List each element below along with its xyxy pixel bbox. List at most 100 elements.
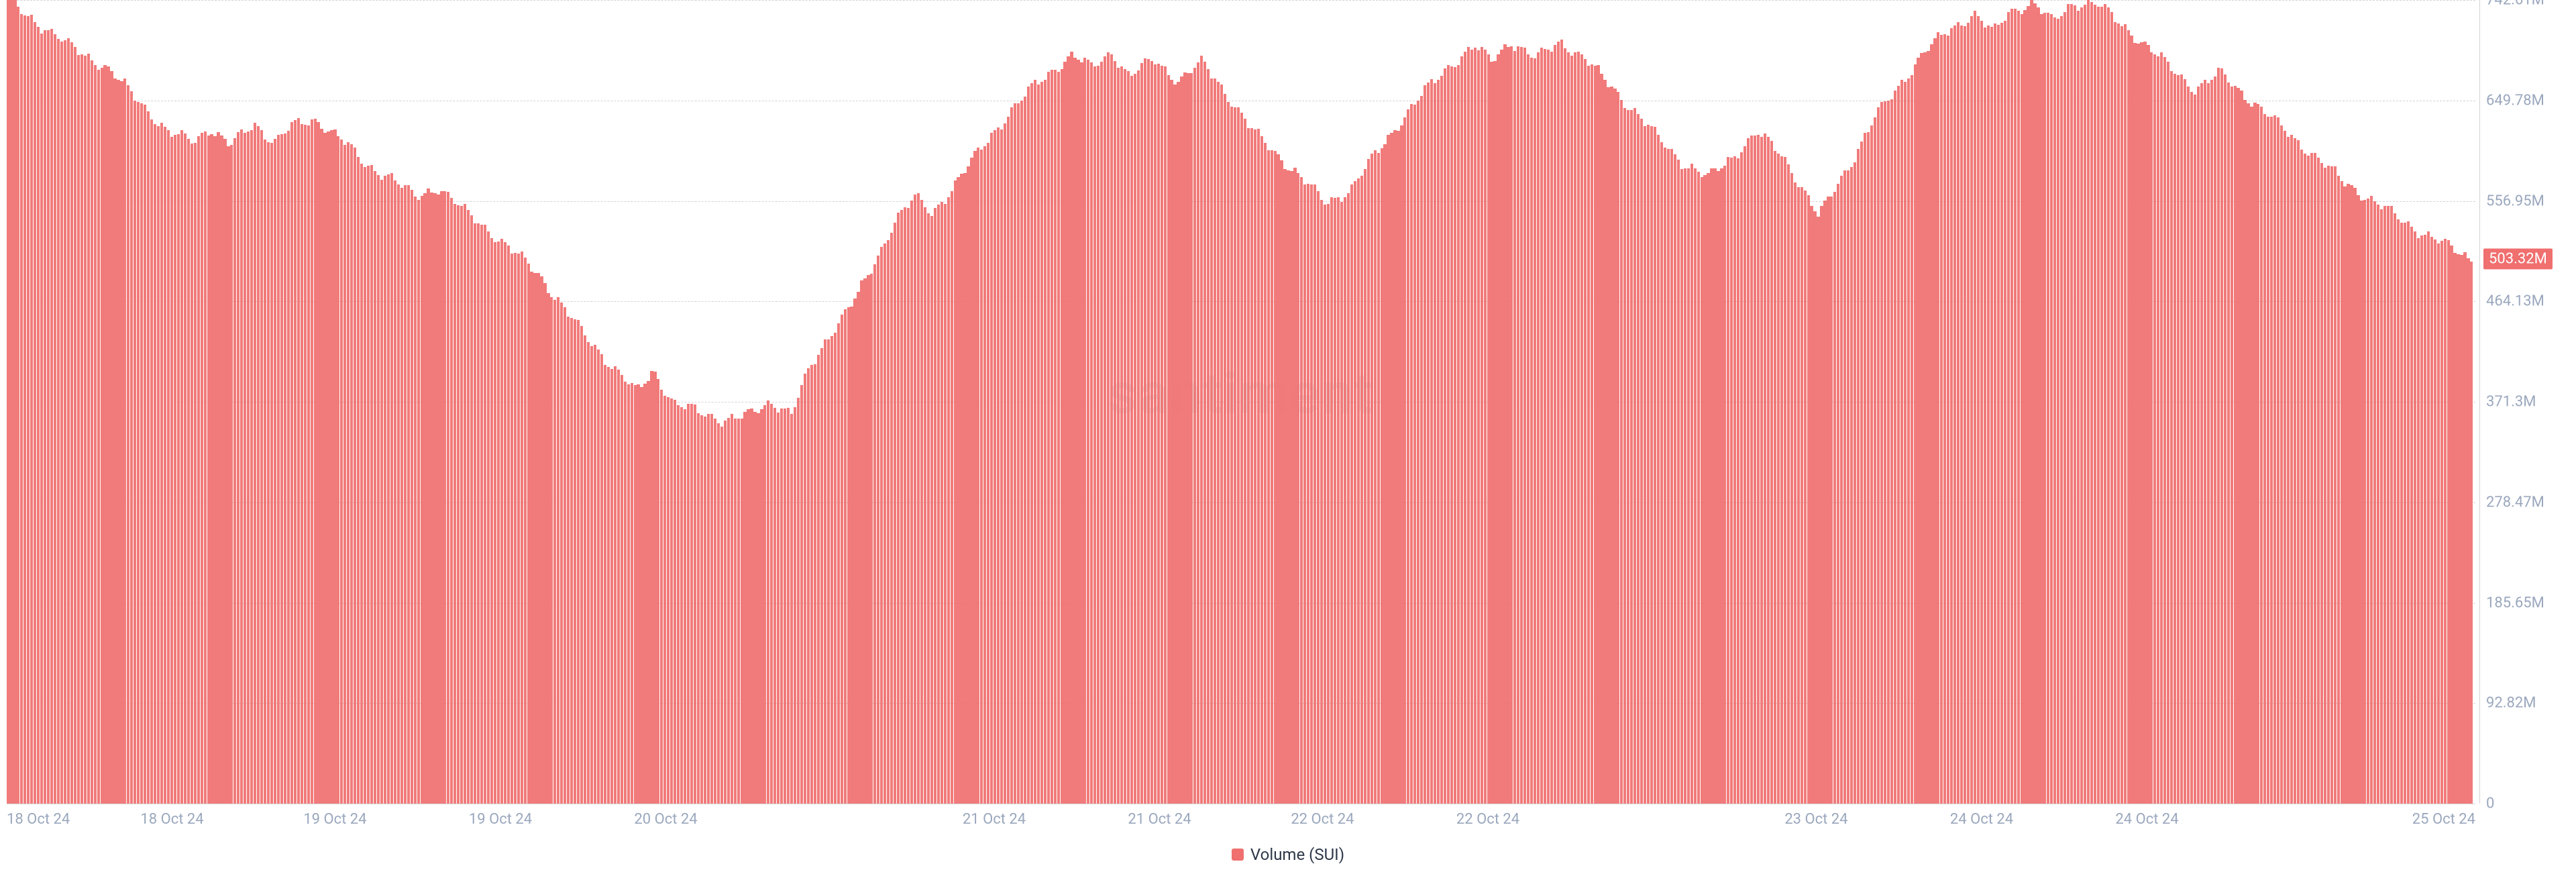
volume-bar[interactable] bbox=[610, 369, 613, 804]
volume-bar[interactable] bbox=[1887, 101, 1890, 804]
volume-bar[interactable] bbox=[1620, 100, 1623, 804]
volume-bar[interactable] bbox=[1247, 128, 1250, 804]
volume-bar[interactable] bbox=[2414, 231, 2416, 804]
volume-bar[interactable] bbox=[707, 414, 710, 804]
volume-bar[interactable] bbox=[1313, 184, 1316, 804]
volume-bar[interactable] bbox=[184, 133, 186, 804]
volume-bar[interactable] bbox=[1347, 193, 1350, 804]
volume-bar[interactable] bbox=[2100, 7, 2103, 804]
volume-bar[interactable] bbox=[567, 317, 570, 804]
volume-bar[interactable] bbox=[2070, 4, 2073, 804]
volume-bar[interactable] bbox=[1180, 76, 1183, 804]
volume-bar[interactable] bbox=[2350, 185, 2353, 804]
volume-bar[interactable] bbox=[697, 413, 700, 804]
volume-bar[interactable] bbox=[2430, 237, 2433, 804]
volume-bar[interactable] bbox=[2394, 213, 2396, 804]
volume-bar[interactable] bbox=[1467, 47, 1470, 804]
volume-bar[interactable] bbox=[390, 173, 393, 804]
volume-bar[interactable] bbox=[2210, 80, 2213, 804]
volume-bar[interactable] bbox=[2114, 22, 2116, 804]
volume-bar[interactable] bbox=[330, 130, 333, 804]
volume-bar[interactable] bbox=[2174, 74, 2176, 804]
volume-bar[interactable] bbox=[1280, 160, 1283, 804]
volume-bar[interactable] bbox=[2287, 137, 2290, 804]
volume-bar[interactable] bbox=[1527, 54, 1529, 804]
volume-bar[interactable] bbox=[301, 124, 303, 804]
volume-bar[interactable] bbox=[663, 396, 666, 804]
volume-bar[interactable] bbox=[990, 133, 993, 804]
volume-bar[interactable] bbox=[1801, 187, 1803, 804]
volume-bar[interactable] bbox=[524, 258, 527, 804]
volume-bar[interactable] bbox=[1654, 127, 1656, 804]
volume-bar[interactable] bbox=[474, 223, 476, 804]
volume-bar[interactable] bbox=[127, 85, 129, 804]
volume-bar[interactable] bbox=[494, 242, 496, 804]
volume-bar[interactable] bbox=[397, 184, 400, 804]
volume-bar[interactable] bbox=[1943, 34, 1946, 804]
volume-bar[interactable] bbox=[574, 319, 576, 804]
volume-bar[interactable] bbox=[1173, 85, 1176, 804]
volume-bar[interactable] bbox=[1383, 144, 1386, 804]
volume-bar[interactable] bbox=[1584, 59, 1587, 804]
volume-bar[interactable] bbox=[2453, 253, 2456, 804]
volume-bar[interactable] bbox=[2021, 14, 2023, 804]
volume-bar[interactable] bbox=[887, 240, 890, 804]
volume-bar[interactable] bbox=[824, 339, 826, 804]
volume-bar[interactable] bbox=[147, 111, 150, 804]
volume-bar[interactable] bbox=[20, 14, 23, 804]
volume-bar[interactable] bbox=[204, 131, 207, 804]
volume-bar[interactable] bbox=[77, 55, 80, 804]
volume-bar[interactable] bbox=[1170, 80, 1173, 804]
volume-bar[interactable] bbox=[1730, 158, 1733, 804]
volume-bar[interactable] bbox=[1790, 173, 1793, 804]
volume-bar[interactable] bbox=[2357, 195, 2359, 804]
volume-bar[interactable] bbox=[1447, 65, 1450, 804]
volume-bar[interactable] bbox=[1167, 75, 1170, 804]
volume-bar[interactable] bbox=[1784, 157, 1786, 804]
volume-bar[interactable] bbox=[333, 129, 336, 804]
volume-bar[interactable] bbox=[873, 264, 876, 804]
volume-bar[interactable] bbox=[2417, 238, 2420, 804]
volume-bar[interactable] bbox=[1203, 62, 1206, 804]
volume-bar[interactable] bbox=[1701, 177, 1703, 804]
volume-bar[interactable] bbox=[877, 256, 879, 804]
volume-bar[interactable] bbox=[1780, 156, 1783, 804]
volume-bar[interactable] bbox=[1484, 50, 1487, 804]
volume-bar[interactable] bbox=[457, 205, 460, 804]
volume-bar[interactable] bbox=[2450, 246, 2453, 804]
volume-bar[interactable] bbox=[1544, 49, 1546, 804]
volume-bar[interactable] bbox=[2224, 74, 2226, 804]
volume-bar[interactable] bbox=[1787, 164, 1790, 804]
volume-bar[interactable] bbox=[977, 148, 979, 804]
volume-bar[interactable] bbox=[1594, 66, 1597, 804]
volume-bar[interactable] bbox=[370, 165, 373, 804]
volume-bar[interactable] bbox=[1607, 87, 1609, 804]
volume-bar[interactable] bbox=[807, 368, 810, 804]
volume-bar[interactable] bbox=[1010, 107, 1013, 804]
volume-bar[interactable] bbox=[1940, 35, 1943, 804]
volume-bar[interactable] bbox=[2341, 181, 2343, 804]
volume-bar[interactable] bbox=[287, 131, 290, 804]
volume-bar[interactable] bbox=[621, 375, 623, 804]
volume-bar[interactable] bbox=[894, 223, 896, 804]
volume-bar[interactable] bbox=[80, 54, 83, 804]
volume-bar[interactable] bbox=[800, 385, 803, 804]
volume-bar[interactable] bbox=[980, 150, 983, 804]
volume-bar[interactable] bbox=[1214, 78, 1216, 804]
volume-bar[interactable] bbox=[467, 210, 470, 804]
volume-bar[interactable] bbox=[2420, 235, 2423, 804]
volume-bar[interactable] bbox=[1914, 64, 1917, 804]
volume-bar[interactable] bbox=[1337, 197, 1340, 804]
volume-bar[interactable] bbox=[2257, 104, 2259, 804]
volume-bar[interactable] bbox=[297, 118, 300, 804]
volume-bar[interactable] bbox=[284, 133, 286, 804]
volume-bar[interactable] bbox=[880, 247, 883, 804]
volume-bar[interactable] bbox=[2314, 153, 2316, 804]
chart-plot-area[interactable]: santiment bbox=[7, 0, 2475, 804]
volume-bar[interactable] bbox=[1657, 135, 1660, 804]
volume-bar[interactable] bbox=[91, 60, 93, 804]
volume-bar[interactable] bbox=[507, 246, 510, 804]
volume-bar[interactable] bbox=[1367, 159, 1370, 804]
volume-bar[interactable] bbox=[1044, 80, 1046, 804]
volume-bar[interactable] bbox=[2247, 103, 2249, 804]
